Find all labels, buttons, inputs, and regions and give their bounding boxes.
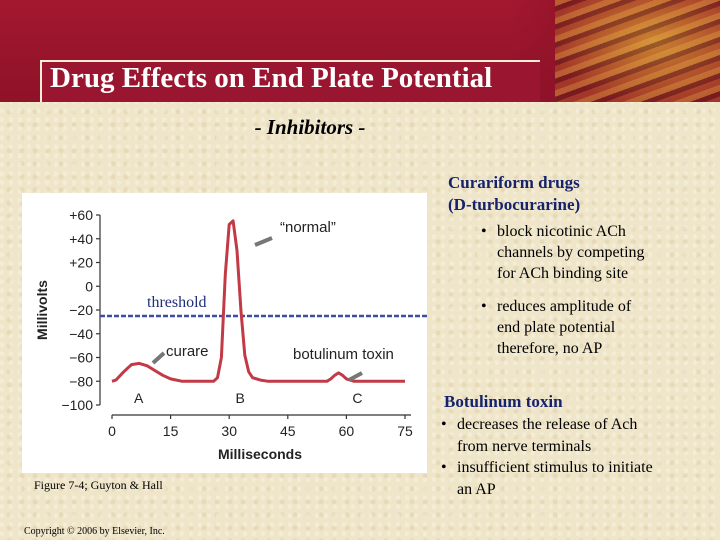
- bullet-line: therefore, no AP: [497, 340, 603, 357]
- bullet-line: channels by competing: [497, 244, 645, 261]
- curariform-bullet-2: • reduces amplitude of end plate potenti…: [481, 296, 711, 359]
- bullet-line: end plate potential: [497, 319, 616, 336]
- point-label-b: B: [236, 390, 245, 406]
- curariform-bullet-1: • block nicotinic ACh channels by compet…: [481, 221, 711, 284]
- copyright-notice: Copyright © 2006 by Elsevier, Inc.: [24, 526, 165, 537]
- annotation-normal: “normal”: [280, 219, 336, 236]
- bullet-line: block nicotinic ACh: [497, 223, 626, 240]
- x-tick-label: 60: [339, 423, 355, 439]
- end-plate-potential-chart: +60 +40 +20 0 −20 −40 −60 −80 −100 0 15 30 45 60 75 Mil…: [34, 207, 427, 462]
- x-tick-label: 30: [221, 423, 237, 439]
- y-axis-title: Millivolts: [34, 280, 50, 340]
- bullet-marker: •: [441, 416, 447, 433]
- slide-title: Drug Effects on End Plate Potential: [50, 62, 493, 94]
- point-label-a: A: [134, 390, 144, 406]
- bullet-line: for ACh binding site: [497, 265, 629, 282]
- curariform-bullet-list: • block nicotinic ACh channels by compet…: [481, 221, 711, 371]
- bullet-marker: •: [481, 298, 487, 315]
- y-tick-label: −40: [69, 326, 93, 342]
- annotation-curare: curare: [166, 343, 209, 360]
- slide-subtitle: - Inhibitors -: [254, 115, 366, 139]
- curariform-heading-line1: Curariform drugs: [448, 173, 580, 192]
- bullet-line: insufficient stimulus to initiate: [457, 459, 653, 476]
- membrane-potential-curve: [111, 219, 405, 383]
- x-tick-label: 45: [280, 423, 296, 439]
- botulinum-bullet-list: • decreases the release of Ach from nerv…: [441, 414, 713, 500]
- annotation-threshold: threshold: [147, 294, 207, 311]
- header-decorative-image: [555, 0, 720, 102]
- bullet-line: decreases the release of Ach: [457, 416, 638, 433]
- curariform-heading: Curariform drugs (D-turbocurarine): [448, 172, 580, 216]
- curare-pointer: [151, 351, 166, 365]
- bullet-line: reduces amplitude of: [497, 298, 632, 315]
- bullet-line: from nerve terminals: [457, 437, 592, 455]
- y-tick-label: +60: [69, 207, 93, 223]
- bullet-marker: •: [441, 459, 447, 476]
- point-label-c: C: [352, 390, 362, 406]
- x-tick-label: 75: [397, 423, 413, 439]
- curariform-heading-line2: (D-turbocurarine): [448, 195, 581, 214]
- x-tick-label: 0: [108, 423, 116, 439]
- figure-caption: Figure 7-4; Guyton & Hall: [34, 478, 163, 492]
- x-tick-label: 15: [163, 423, 179, 439]
- y-tick-label: −20: [69, 302, 93, 318]
- x-axis-title: Milliseconds: [218, 446, 302, 462]
- botulinum-bullet-1: • decreases the release of Ach from nerv…: [441, 414, 713, 457]
- botulinum-pointer: [348, 371, 363, 382]
- botulinum-heading: Botulinum toxin: [444, 392, 563, 411]
- y-tick-label: +20: [69, 255, 93, 271]
- y-tick-label: +40: [69, 231, 93, 247]
- annotation-botulinum: botulinum toxin: [293, 346, 394, 363]
- bullet-line: an AP: [457, 480, 496, 498]
- botulinum-bullet-2: • insufficient stimulus to initiate an A…: [441, 457, 713, 500]
- y-tick-label: −100: [61, 397, 93, 413]
- y-tick-label: −80: [69, 373, 93, 389]
- y-tick-label: −60: [69, 350, 93, 366]
- title-bar: [40, 60, 540, 102]
- y-tick-label: 0: [85, 278, 93, 294]
- normal-pointer: [254, 236, 273, 247]
- bullet-marker: •: [481, 223, 487, 240]
- chart-panel: [22, 193, 427, 473]
